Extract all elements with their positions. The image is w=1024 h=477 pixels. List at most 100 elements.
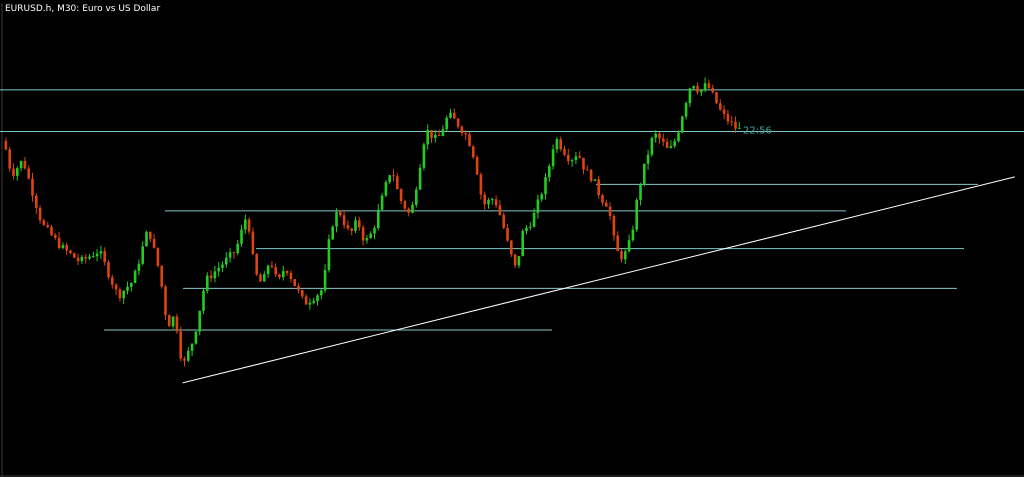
candle-body xyxy=(719,103,722,110)
candle-body xyxy=(460,126,464,134)
candle-body xyxy=(696,85,699,93)
candle-body xyxy=(665,141,669,148)
candle-body xyxy=(506,227,509,241)
candle-body xyxy=(544,177,547,195)
candle-body xyxy=(232,252,236,254)
candle-body xyxy=(715,92,718,104)
candle-body xyxy=(183,358,186,361)
candle-body xyxy=(57,237,61,249)
candle-body xyxy=(8,149,11,169)
chart-timeframe: M30 xyxy=(57,4,76,14)
candle-body xyxy=(377,209,380,229)
horizontal-levels xyxy=(0,89,1024,331)
candle-body xyxy=(726,113,730,122)
candle-body xyxy=(240,229,243,244)
candle-body xyxy=(92,256,95,258)
candle-body xyxy=(255,254,258,275)
candle-body xyxy=(673,141,676,147)
candle-body xyxy=(464,133,467,135)
candle-body xyxy=(559,139,562,150)
candle-body xyxy=(137,263,141,271)
candle-body xyxy=(707,83,711,89)
trend-line[interactable] xyxy=(182,176,1015,384)
candle-body xyxy=(202,290,205,311)
candle-body xyxy=(114,284,118,290)
candle-body xyxy=(289,272,293,280)
candle-body xyxy=(50,226,53,236)
candle-body xyxy=(369,233,372,239)
candle-body xyxy=(354,220,357,231)
candle-body xyxy=(42,220,46,225)
candle-body xyxy=(498,205,502,215)
candle-body xyxy=(95,253,99,257)
candle-body xyxy=(327,239,331,271)
candle-body xyxy=(593,179,597,181)
candle-body xyxy=(677,132,680,142)
chart-title: EURUSD.h, M30: Euro vs US Dollar xyxy=(5,4,160,14)
candle-body xyxy=(304,296,308,305)
candle-body xyxy=(441,129,445,136)
candle-body xyxy=(548,166,551,178)
candle-body xyxy=(437,134,441,136)
candle-body xyxy=(532,212,536,227)
candle-body xyxy=(346,225,350,229)
candle-body xyxy=(285,271,289,273)
candle-body xyxy=(160,265,163,287)
candle-body xyxy=(597,179,600,196)
candle-body xyxy=(415,189,418,205)
candle-body xyxy=(608,206,612,217)
candle-body xyxy=(365,238,369,241)
candle-body xyxy=(361,227,365,241)
trendline-layer xyxy=(182,176,1015,384)
candle-body xyxy=(23,161,27,169)
candle-body xyxy=(669,146,673,148)
candle-body xyxy=(650,137,654,155)
candle-body xyxy=(145,231,148,247)
candle-body xyxy=(209,275,213,279)
candle-body xyxy=(141,246,144,264)
candle-body xyxy=(335,211,338,227)
candle-body xyxy=(734,121,737,129)
candle-body xyxy=(225,257,228,265)
candle-body xyxy=(99,251,103,254)
candle-body xyxy=(551,149,555,167)
candle-body xyxy=(434,134,437,139)
candle-body xyxy=(491,199,494,201)
candle-body xyxy=(278,274,281,278)
candle-body xyxy=(688,88,692,104)
candle-body xyxy=(266,265,270,275)
candle-body xyxy=(567,154,570,162)
candle-body xyxy=(703,83,707,90)
candle-body xyxy=(61,245,65,249)
candle-body xyxy=(601,195,604,203)
candle-body xyxy=(126,286,129,291)
candle-body xyxy=(662,138,665,142)
candle-body xyxy=(339,211,342,216)
candle-body xyxy=(403,201,407,209)
candle-body xyxy=(407,208,410,213)
candle-body xyxy=(555,139,559,150)
candle-body xyxy=(247,219,251,232)
candle-body xyxy=(152,238,156,248)
candle-body xyxy=(639,184,642,200)
candle-body xyxy=(88,256,91,259)
candle-body xyxy=(217,267,220,272)
candle-body xyxy=(453,112,456,119)
candle-body xyxy=(171,316,175,327)
candle-body xyxy=(206,275,209,291)
candle-body xyxy=(308,302,312,305)
candle-body xyxy=(521,231,524,257)
candle-body xyxy=(711,88,714,93)
candle-body xyxy=(392,175,395,177)
candle-body xyxy=(627,240,631,252)
candle-body xyxy=(624,251,627,260)
chart-symbol: EURUSD.h xyxy=(5,4,51,14)
candle-body xyxy=(654,133,657,138)
candle-body xyxy=(563,149,566,155)
candle-body xyxy=(65,245,68,251)
candle-body xyxy=(69,250,72,254)
candle-body xyxy=(244,219,247,230)
